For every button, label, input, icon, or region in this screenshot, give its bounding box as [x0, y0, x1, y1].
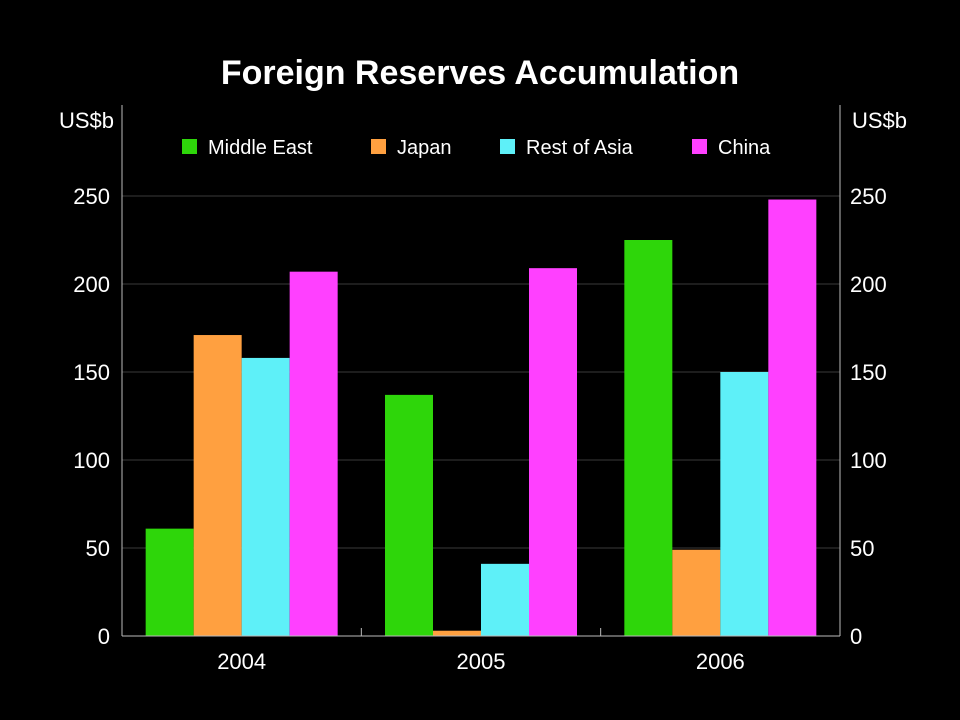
y-unit-left: US$b	[59, 108, 114, 133]
legend-item: Japan	[371, 137, 452, 159]
y-unit-right: US$b	[852, 108, 907, 133]
x-tick-label: 2005	[457, 649, 506, 674]
legend-item: China	[692, 137, 771, 159]
legend-label: Middle East	[208, 137, 313, 159]
y-tick-label-left: 200	[73, 272, 110, 297]
y-tick-label-right: 100	[850, 448, 887, 473]
bar-rest-of-asia-2006	[720, 372, 769, 636]
y-tick-label-right: 50	[850, 536, 874, 561]
legend-item: Rest of Asia	[500, 137, 634, 159]
legend-item: Middle East	[182, 137, 313, 159]
chart-title: Foreign Reserves Accumulation	[221, 54, 739, 92]
bar-middle-east-2004	[145, 528, 194, 636]
bar-japan-2006	[672, 549, 721, 636]
y-tick-label-right: 0	[850, 624, 862, 649]
axes	[121, 105, 841, 637]
legend-swatch	[500, 139, 515, 154]
bar-japan-2004	[193, 335, 242, 636]
y-tick-label-left: 0	[98, 624, 110, 649]
y-tick-label-right: 150	[850, 360, 887, 385]
bar-china-2004	[289, 271, 338, 636]
y-tick-label-left: 100	[73, 448, 110, 473]
tick-labels: 0 0 50 50 100 100 150 150 200 200 250 250 2004 2005 20…	[73, 184, 886, 674]
y-tick-label-left: 250	[73, 184, 110, 209]
bar-rest-of-asia-2004	[241, 357, 290, 636]
legend-swatch	[182, 139, 197, 154]
y-tick-label-right: 200	[850, 272, 887, 297]
bar-middle-east-2006	[624, 240, 673, 636]
y-tick-label-right: 250	[850, 184, 887, 209]
x-tick-label: 2006	[696, 649, 745, 674]
legend-swatch	[371, 139, 386, 154]
legend-label: Rest of Asia	[526, 137, 634, 159]
legend-swatch	[692, 139, 707, 154]
bar-rest-of-asia-2005	[481, 563, 529, 636]
bar-china-2006	[768, 199, 817, 636]
legend: Middle East Japan Rest of Asia China	[182, 137, 771, 159]
bars	[145, 199, 817, 636]
y-tick-label-left: 150	[73, 360, 110, 385]
x-tick-label: 2004	[217, 649, 266, 674]
bar-china-2005	[529, 268, 577, 636]
bar-japan-2005	[433, 630, 481, 636]
bar-middle-east-2005	[385, 394, 433, 636]
y-tick-label-left: 50	[86, 536, 110, 561]
legend-label: China	[718, 137, 771, 159]
legend-label: Japan	[397, 137, 452, 159]
